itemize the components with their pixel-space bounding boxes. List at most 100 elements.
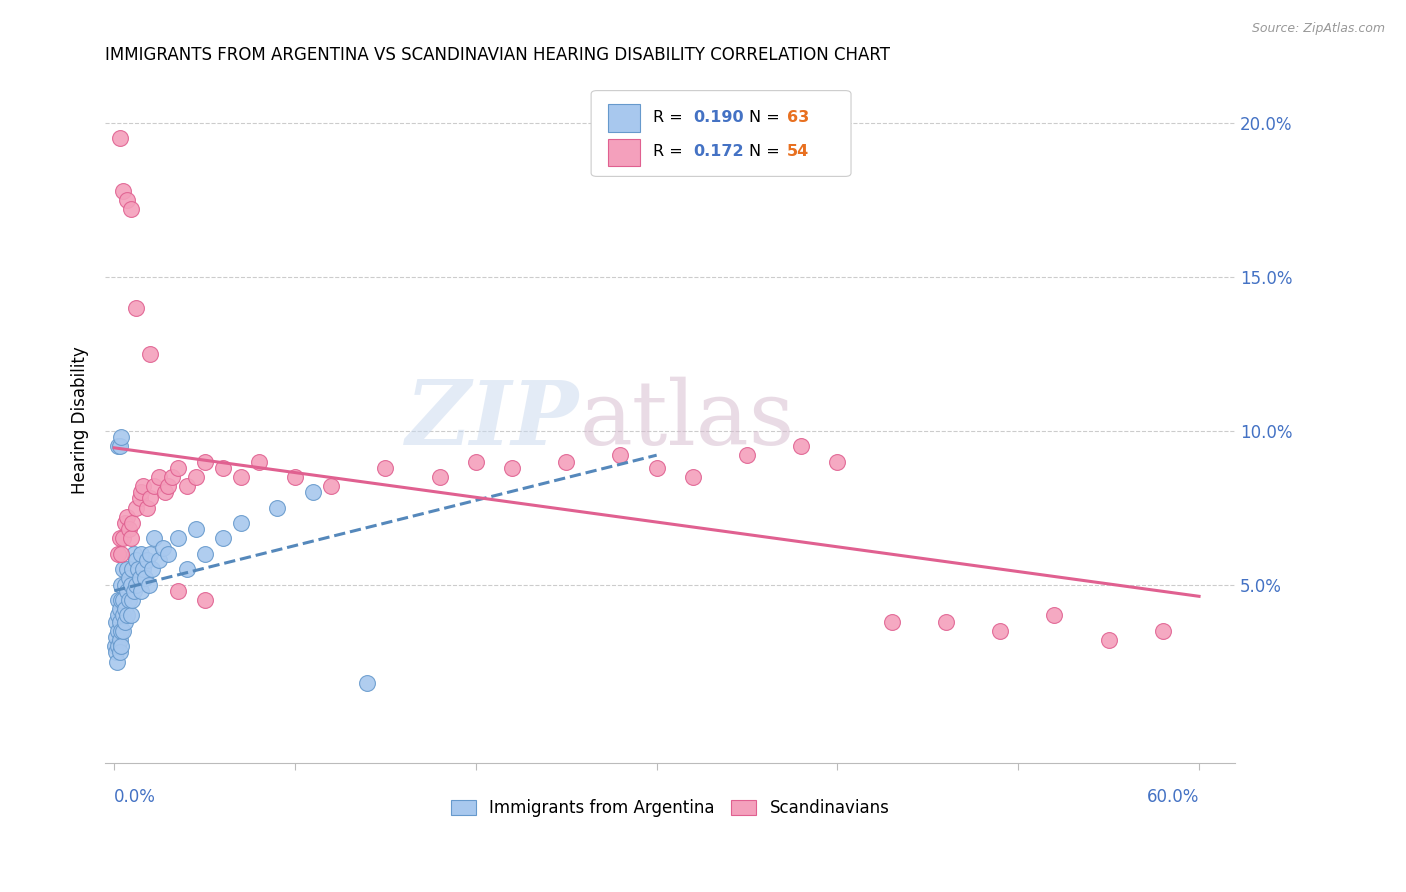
Text: N =: N = xyxy=(749,145,785,159)
Point xyxy=(132,562,155,576)
Point xyxy=(128,572,150,586)
Point xyxy=(211,460,233,475)
Point xyxy=(120,608,142,623)
Point xyxy=(107,639,129,653)
Point xyxy=(108,645,131,659)
Point xyxy=(114,516,136,530)
Point xyxy=(125,500,148,515)
Point xyxy=(131,547,153,561)
Point xyxy=(112,184,135,198)
Point xyxy=(166,460,188,475)
Point xyxy=(112,562,135,576)
Point xyxy=(501,460,523,475)
Text: 0.172: 0.172 xyxy=(693,145,744,159)
Point xyxy=(148,470,170,484)
Point xyxy=(134,572,156,586)
Point xyxy=(464,454,486,468)
Point xyxy=(1098,633,1121,648)
Point xyxy=(229,470,252,484)
Text: R =: R = xyxy=(654,110,688,125)
Point xyxy=(143,479,166,493)
Point xyxy=(429,470,451,484)
Point xyxy=(115,562,138,576)
Point xyxy=(735,449,758,463)
Point xyxy=(125,577,148,591)
Point xyxy=(118,522,141,536)
Point xyxy=(284,470,307,484)
Point xyxy=(184,470,207,484)
Point xyxy=(194,593,217,607)
Point xyxy=(110,430,132,444)
Point xyxy=(110,593,132,607)
Legend: Immigrants from Argentina, Scandinavians: Immigrants from Argentina, Scandinavians xyxy=(444,792,896,823)
Point xyxy=(194,454,217,468)
Point xyxy=(107,439,129,453)
Point xyxy=(157,547,180,561)
Point xyxy=(645,460,668,475)
Point xyxy=(118,572,141,586)
FancyBboxPatch shape xyxy=(591,91,851,177)
Point xyxy=(114,577,136,591)
Point xyxy=(121,516,143,530)
Point xyxy=(935,615,957,629)
Point xyxy=(374,460,396,475)
Point xyxy=(131,583,153,598)
Point xyxy=(108,633,131,648)
Point xyxy=(153,485,176,500)
Point xyxy=(139,347,162,361)
Point xyxy=(120,202,142,217)
Point xyxy=(988,624,1011,638)
Text: 0.0%: 0.0% xyxy=(114,788,156,805)
Text: 0.190: 0.190 xyxy=(693,110,744,125)
Point xyxy=(160,470,183,484)
Point xyxy=(321,479,343,493)
Point xyxy=(131,485,153,500)
Point xyxy=(115,193,138,207)
Point xyxy=(112,624,135,638)
Point xyxy=(108,615,131,629)
Point xyxy=(880,615,903,629)
Point xyxy=(114,602,136,616)
Point xyxy=(609,449,631,463)
Point xyxy=(302,485,325,500)
Point xyxy=(127,562,149,576)
Text: atlas: atlas xyxy=(579,376,794,464)
Point xyxy=(141,562,163,576)
Point xyxy=(108,532,131,546)
Point xyxy=(112,608,135,623)
Text: ZIP: ZIP xyxy=(406,376,579,463)
Point xyxy=(229,516,252,530)
Point xyxy=(115,510,138,524)
Text: N =: N = xyxy=(749,110,785,125)
Point xyxy=(138,577,160,591)
Text: Source: ZipAtlas.com: Source: ZipAtlas.com xyxy=(1251,22,1385,36)
Point xyxy=(108,131,131,145)
Point xyxy=(176,479,198,493)
Point xyxy=(128,491,150,506)
Point xyxy=(166,583,188,598)
Point xyxy=(157,479,180,493)
Text: 60.0%: 60.0% xyxy=(1147,788,1199,805)
FancyBboxPatch shape xyxy=(607,104,640,132)
Point xyxy=(682,470,704,484)
Point xyxy=(115,608,138,623)
Point xyxy=(152,541,174,555)
Point xyxy=(184,522,207,536)
Point xyxy=(110,547,132,561)
Point xyxy=(114,615,136,629)
Point xyxy=(1043,608,1066,623)
Text: R =: R = xyxy=(654,145,688,159)
Point xyxy=(107,608,129,623)
Point xyxy=(122,547,145,561)
Point xyxy=(194,547,217,561)
Point xyxy=(120,577,142,591)
Point xyxy=(125,301,148,315)
Point xyxy=(107,593,129,607)
Point xyxy=(118,593,141,607)
Point xyxy=(135,553,157,567)
Point xyxy=(166,532,188,546)
Point xyxy=(139,491,162,506)
Point xyxy=(107,624,129,638)
Point xyxy=(139,547,162,561)
Point xyxy=(115,583,138,598)
